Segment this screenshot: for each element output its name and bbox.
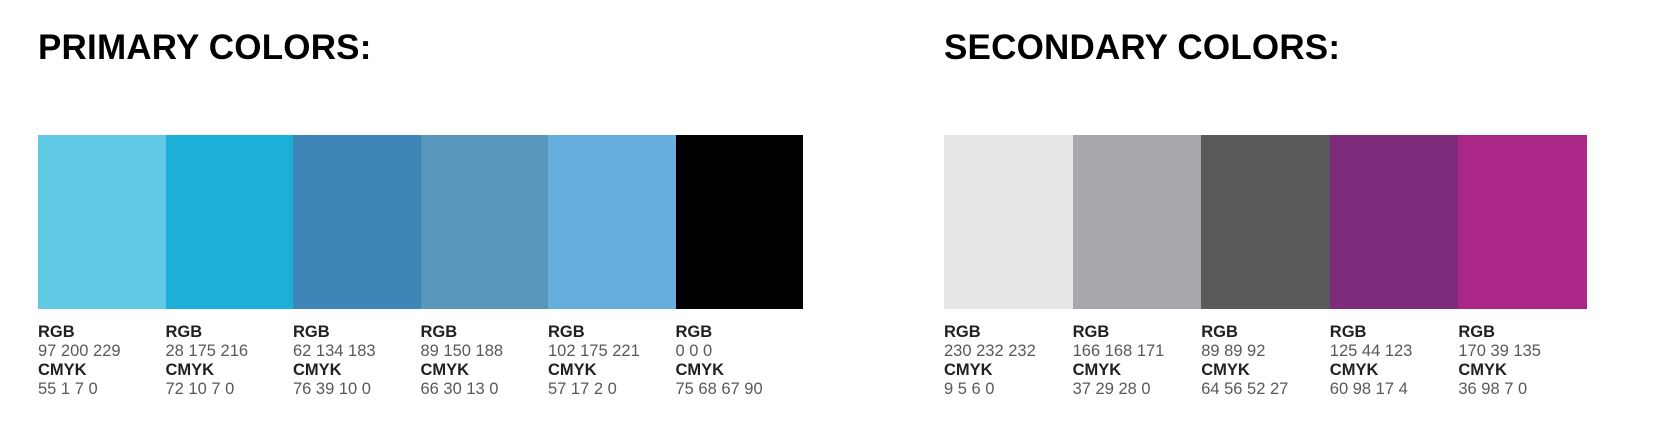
color-swatch-slate-blue <box>420 135 548 309</box>
primary-colors-title: PRIMARY COLORS: <box>38 28 372 67</box>
cmyk-label: CMYK <box>1329 361 1379 379</box>
rgb-value: 166 168 171 <box>1072 342 1165 360</box>
cmyk-value: 57 17 2 0 <box>548 380 617 398</box>
color-swatch-deep-purple <box>1329 135 1459 309</box>
cmyk-value: 75 68 67 90 <box>675 380 763 398</box>
swatch-values-black: RGB 0 0 0 CMYK 75 68 67 90 <box>676 323 804 399</box>
secondary-swatch-bar <box>944 135 1587 309</box>
cmyk-label: CMYK <box>548 361 597 379</box>
swatch-values-light-sky-blue: RGB 97 200 229 CMYK 55 1 7 0 <box>38 323 166 399</box>
color-swatch-medium-gray <box>1072 135 1202 309</box>
swatch-values-magenta: RGB 170 39 135 CMYK 36 98 7 0 <box>1458 323 1587 399</box>
rgb-label: RGB <box>675 323 713 341</box>
cmyk-label: CMYK <box>1072 361 1122 379</box>
rgb-value: 170 39 135 <box>1458 342 1541 360</box>
color-swatch-magenta <box>1458 135 1587 309</box>
cmyk-value: 37 29 28 0 <box>1072 380 1151 398</box>
rgb-value: 89 150 188 <box>420 342 504 360</box>
rgb-label: RGB <box>1201 323 1238 341</box>
rgb-value: 102 175 221 <box>548 342 640 360</box>
primary-swatch-bar <box>38 135 803 309</box>
color-swatch-soft-blue <box>548 135 676 309</box>
swatch-values-dark-gray: RGB 89 89 92 CMYK 64 56 52 27 <box>1201 323 1330 399</box>
rgb-value: 89 89 92 <box>1201 342 1266 360</box>
rgb-label: RGB <box>420 323 458 341</box>
rgb-value: 0 0 0 <box>675 342 713 360</box>
swatch-values-slate-blue: RGB 89 150 188 CMYK 66 30 13 0 <box>421 323 549 399</box>
secondary-colors-section: SECONDARY COLORS: RGB 230 232 232 CMYK 9 5 … <box>944 0 1587 446</box>
cmyk-value: 66 30 13 0 <box>420 380 499 398</box>
swatch-values-light-gray: RGB 230 232 232 CMYK 9 5 6 0 <box>944 323 1073 399</box>
cmyk-label: CMYK <box>1458 361 1507 379</box>
swatch-values-medium-gray: RGB 166 168 171 CMYK 37 29 28 0 <box>1073 323 1202 399</box>
primary-label-row: RGB 97 200 229 CMYK 55 1 7 0 RGB 28 175 216 CM… <box>38 323 803 399</box>
rgb-value: 62 134 183 <box>293 342 376 360</box>
swatch-values-steel-blue: RGB 62 134 183 CMYK 76 39 10 0 <box>293 323 421 399</box>
color-swatch-dark-gray <box>1201 135 1330 309</box>
cmyk-label: CMYK <box>1201 361 1250 379</box>
primary-colors-section: PRIMARY COLORS: RGB 97 200 229 CMYK 55 1 7 … <box>38 0 803 446</box>
rgb-label: RGB <box>293 323 330 341</box>
rgb-value: 28 175 216 <box>165 342 249 360</box>
cmyk-label: CMYK <box>293 361 342 379</box>
cmyk-label: CMYK <box>675 361 725 379</box>
cmyk-value: 72 10 7 0 <box>165 380 235 398</box>
rgb-label: RGB <box>1329 323 1367 341</box>
rgb-value: 97 200 229 <box>38 342 121 360</box>
cmyk-value: 55 1 7 0 <box>38 380 98 398</box>
cmyk-value: 9 5 6 0 <box>944 380 995 398</box>
rgb-label: RGB <box>165 323 203 341</box>
rgb-label: RGB <box>1072 323 1110 341</box>
rgb-label: RGB <box>38 323 75 341</box>
secondary-label-row: RGB 230 232 232 CMYK 9 5 6 0 RGB 166 168 171 C… <box>944 323 1587 399</box>
rgb-value: 230 232 232 <box>944 342 1036 360</box>
cmyk-value: 64 56 52 27 <box>1201 380 1289 398</box>
secondary-colors-title: SECONDARY COLORS: <box>944 28 1341 67</box>
color-swatch-light-sky-blue <box>38 135 166 309</box>
cmyk-label: CMYK <box>944 361 993 379</box>
color-swatch-cyan-blue <box>165 135 293 309</box>
cmyk-label: CMYK <box>38 361 87 379</box>
swatch-values-deep-purple: RGB 125 44 123 CMYK 60 98 17 4 <box>1330 323 1459 399</box>
rgb-label: RGB <box>1458 323 1496 341</box>
color-swatch-steel-blue <box>293 135 421 309</box>
cmyk-value: 60 98 17 4 <box>1329 380 1408 398</box>
rgb-label: RGB <box>944 323 981 341</box>
cmyk-label: CMYK <box>420 361 470 379</box>
cmyk-value: 76 39 10 0 <box>293 380 371 398</box>
color-swatch-black <box>675 135 803 309</box>
rgb-value: 125 44 123 <box>1329 342 1413 360</box>
color-swatch-light-gray <box>944 135 1073 309</box>
cmyk-label: CMYK <box>165 361 215 379</box>
swatch-values-soft-blue: RGB 102 175 221 CMYK 57 17 2 0 <box>548 323 676 399</box>
rgb-label: RGB <box>548 323 585 341</box>
cmyk-value: 36 98 7 0 <box>1458 380 1528 398</box>
swatch-values-cyan-blue: RGB 28 175 216 CMYK 72 10 7 0 <box>166 323 294 399</box>
